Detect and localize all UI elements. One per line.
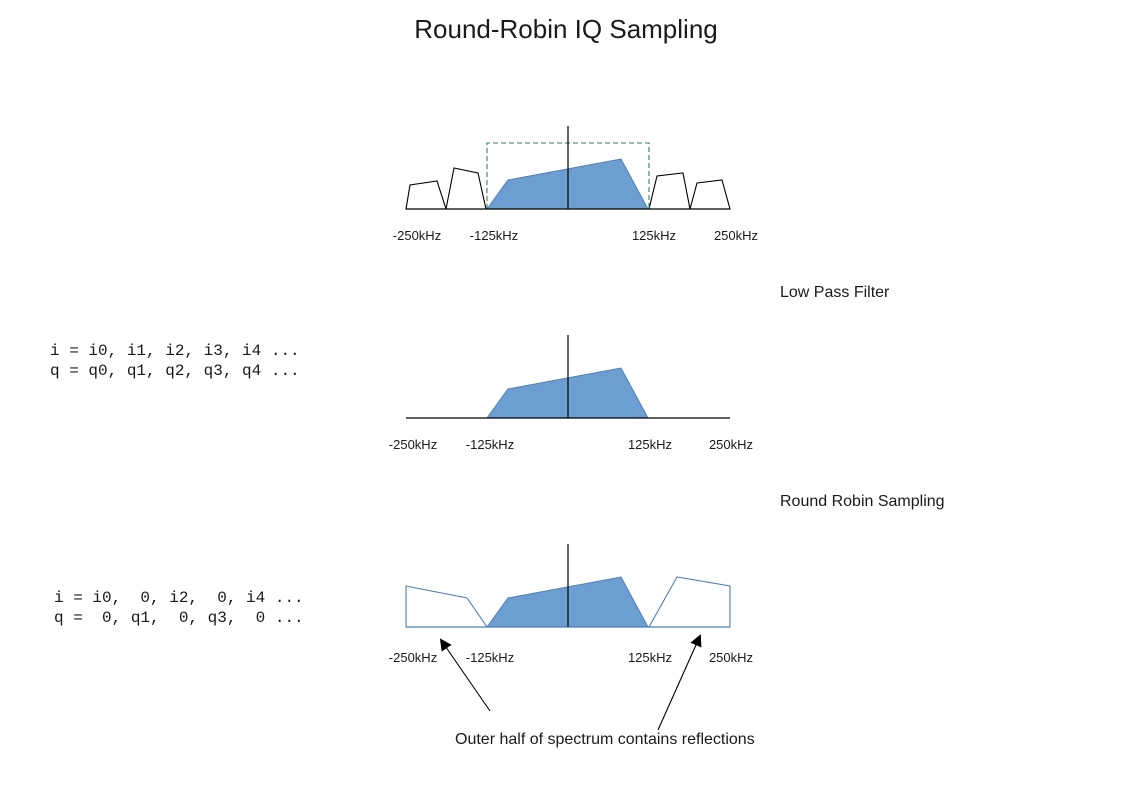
freq-label-plus-250: 250kHz — [714, 228, 758, 243]
freq-label-minus-250: -250kHz — [389, 650, 437, 665]
freq-label-plus-250: 250kHz — [709, 650, 753, 665]
freq-label-plus-125: 125kHz — [632, 228, 676, 243]
freq-label-minus-125: -125kHz — [466, 650, 514, 665]
panel-original-spectrum: -250kHz -125kHz 125kHz 250kHz — [393, 126, 758, 243]
freq-label-plus-125: 125kHz — [628, 650, 672, 665]
freq-label-minus-250: -250kHz — [393, 228, 441, 243]
alias-lobe-far-right — [689, 179, 731, 210]
freq-label-minus-250: -250kHz — [389, 437, 437, 452]
iq-sequence-i: i = i0, 0, i2, 0, i4 ... — [54, 589, 304, 607]
freq-label-plus-250: 250kHz — [709, 437, 753, 452]
iq-sequence-q: q = 0, q1, 0, q3, 0 ... — [54, 609, 304, 627]
iq-sequence-i: i = i0, i1, i2, i3, i4 ... — [50, 342, 300, 360]
stage-label-low-pass-filter: Low Pass Filter — [780, 284, 890, 301]
panel-lowpass-spectrum: i = i0, i1, i2, i3, i4 ... q = q0, q1, q… — [50, 335, 753, 452]
reflection-annotation: Outer half of spectrum contains reflecti… — [455, 731, 755, 748]
reflection-left — [405, 585, 489, 628]
reflection-right — [648, 576, 731, 628]
alias-lobe-left — [445, 167, 487, 210]
freq-label-minus-125: -125kHz — [470, 228, 518, 243]
alias-lobe-far-left — [405, 180, 447, 210]
freq-label-minus-125: -125kHz — [466, 437, 514, 452]
iq-sequence-q: q = q0, q1, q2, q3, q4 ... — [50, 362, 300, 380]
stage-label-round-robin-sampling: Round Robin Sampling — [780, 493, 945, 510]
alias-lobe-right — [648, 172, 691, 210]
arrow-to-left-reflection — [439, 638, 491, 712]
arrow-to-right-reflection — [657, 634, 702, 731]
freq-label-plus-125: 125kHz — [628, 437, 672, 452]
page-title: Round-Robin IQ Sampling — [414, 14, 718, 44]
panel-roundrobin-spectrum: i = i0, 0, i2, 0, i4 ... q = 0, q1, 0, q… — [54, 544, 755, 748]
